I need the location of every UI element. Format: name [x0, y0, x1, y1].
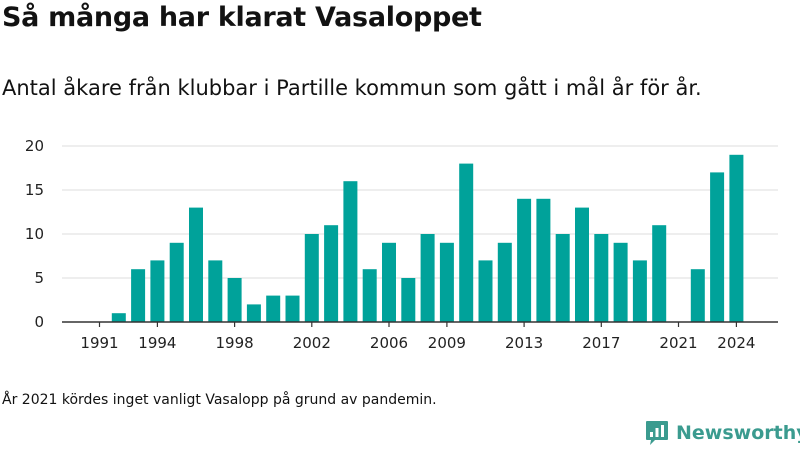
chart-title: Så många har klarat Vasaloppet	[2, 2, 482, 33]
newsworthy-logo: Newsworthy	[645, 420, 800, 446]
bar-2015	[555, 234, 570, 322]
bar-2023	[710, 172, 725, 322]
bar-1999	[246, 304, 261, 322]
bar-2024	[729, 154, 744, 322]
bar-1995	[169, 242, 184, 322]
bar-2020	[652, 225, 667, 322]
bar-2022	[690, 269, 705, 322]
y-axis-labels: 0 5 10 15 20	[25, 137, 44, 331]
y-tick-label: 20	[25, 137, 44, 155]
x-tick-label: 2013	[505, 334, 543, 352]
bar-2007	[401, 278, 416, 322]
bar-1998	[227, 278, 242, 322]
gridlines	[62, 145, 778, 279]
bar-1993	[131, 269, 146, 322]
bar-1997	[208, 260, 223, 322]
bar-2012	[497, 242, 512, 322]
bars	[111, 154, 744, 322]
bar-2018	[613, 242, 628, 322]
bar-2003	[324, 225, 339, 322]
x-tick-label: 2017	[582, 334, 620, 352]
bar-2014	[536, 198, 551, 322]
bar-1992	[111, 313, 126, 322]
chart-subtitle: Antal åkare från klubbar i Partille komm…	[2, 76, 702, 100]
bar-2000	[266, 295, 281, 322]
x-tick-label: 1991	[80, 334, 118, 352]
bar-2013	[517, 198, 532, 322]
bar-2008	[420, 234, 435, 322]
bar-1996	[189, 207, 203, 322]
bar-2005	[362, 269, 377, 322]
x-axis	[62, 321, 778, 327]
bar-2016	[575, 207, 589, 322]
x-axis-labels: 1991 1994 1998 2002 2006 2009 2013 2017 2021 2024	[80, 334, 755, 352]
bar-2010	[459, 163, 474, 322]
bar-2001	[285, 295, 300, 322]
x-tick-label: 2006	[370, 334, 408, 352]
bar-2011	[478, 260, 493, 322]
bar-2002	[304, 234, 319, 322]
footnote: År 2021 kördes inget vanligt Vasalopp på…	[2, 392, 437, 408]
bar-2006	[382, 242, 396, 322]
y-tick-label: 10	[25, 225, 44, 243]
bar-2017	[594, 234, 609, 322]
bar-2019	[632, 260, 647, 322]
y-tick-label: 5	[34, 269, 44, 287]
bar-2009	[439, 242, 454, 322]
y-tick-label: 0	[34, 313, 44, 331]
x-tick-label: 1994	[138, 334, 176, 352]
brand-name: Newsworthy	[676, 422, 800, 444]
x-tick-label: 1998	[216, 334, 254, 352]
bar-1994	[150, 260, 165, 322]
x-tick-label: 2002	[293, 334, 331, 352]
x-tick-label: 2024	[717, 334, 755, 352]
x-tick-label: 2021	[659, 334, 697, 352]
y-tick-label: 15	[25, 181, 44, 199]
x-tick-label: 2009	[428, 334, 466, 352]
bar-2004	[343, 181, 358, 322]
bar-chart-speech-bubble-icon	[646, 421, 668, 445]
